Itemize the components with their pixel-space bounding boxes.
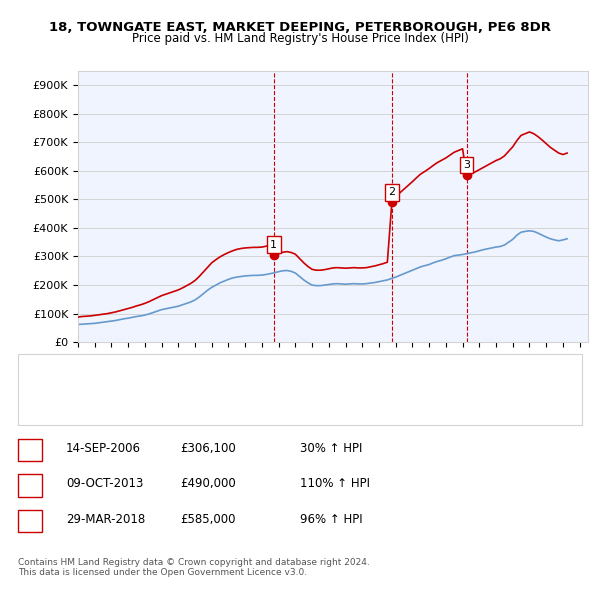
Text: £490,000: £490,000 bbox=[180, 477, 236, 490]
Text: 2: 2 bbox=[26, 477, 34, 490]
Text: £306,100: £306,100 bbox=[180, 442, 236, 455]
Text: 3: 3 bbox=[463, 160, 470, 170]
Text: 2: 2 bbox=[388, 187, 395, 197]
Text: 110% ↑ HPI: 110% ↑ HPI bbox=[300, 477, 370, 490]
Text: 29-MAR-2018: 29-MAR-2018 bbox=[66, 513, 145, 526]
Text: 30% ↑ HPI: 30% ↑ HPI bbox=[300, 442, 362, 455]
Text: 14-SEP-2006: 14-SEP-2006 bbox=[66, 442, 141, 455]
Text: 18, TOWNGATE EAST, MARKET DEEPING, PETERBOROUGH, PE6 8DR (detached house): 18, TOWNGATE EAST, MARKET DEEPING, PETER… bbox=[69, 370, 516, 379]
Text: 96% ↑ HPI: 96% ↑ HPI bbox=[300, 513, 362, 526]
Text: Contains HM Land Registry data © Crown copyright and database right 2024.
This d: Contains HM Land Registry data © Crown c… bbox=[18, 558, 370, 577]
Text: £585,000: £585,000 bbox=[180, 513, 235, 526]
Text: Price paid vs. HM Land Registry's House Price Index (HPI): Price paid vs. HM Land Registry's House … bbox=[131, 32, 469, 45]
Text: 1: 1 bbox=[26, 442, 34, 455]
Text: HPI: Average price, detached house, South Kesteven: HPI: Average price, detached house, Sout… bbox=[69, 401, 343, 410]
Text: 1: 1 bbox=[271, 240, 277, 250]
Text: 09-OCT-2013: 09-OCT-2013 bbox=[66, 477, 143, 490]
Text: 3: 3 bbox=[26, 513, 34, 526]
Text: 18, TOWNGATE EAST, MARKET DEEPING, PETERBOROUGH, PE6 8DR: 18, TOWNGATE EAST, MARKET DEEPING, PETER… bbox=[49, 21, 551, 34]
